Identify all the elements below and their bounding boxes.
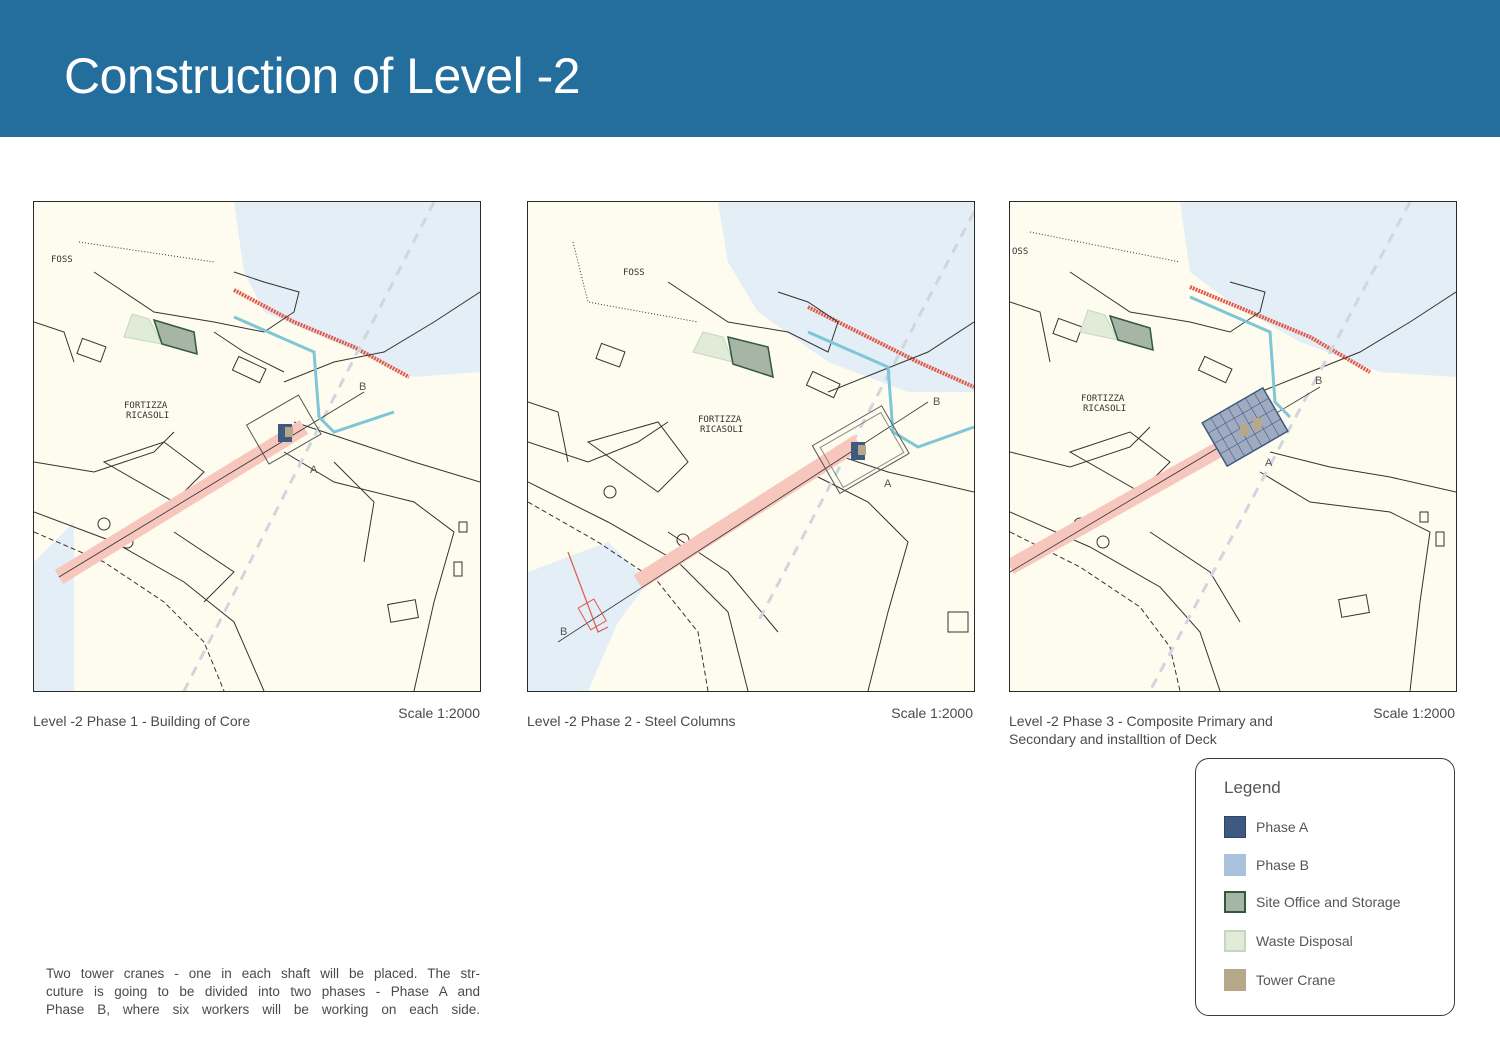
legend-box: Legend Phase A Phase B Site Office and S… [1195,758,1455,1016]
waste-disposal-swatch [1224,930,1246,952]
site-office-swatch [1224,891,1246,913]
section-a-label: A [310,464,318,476]
legend-label: Phase A [1256,819,1309,835]
description-note: Two tower cranes - one in each shaft wil… [46,965,480,1019]
caption-phase-2: Level -2 Phase 2 - Steel Columns [527,713,736,729]
legend-title: Legend [1224,778,1281,797]
page-title: Construction of Level -2 [64,48,581,104]
map-panel-phase-3: OSS FORTIZZA RICASOLI A B [1009,201,1457,692]
legend-label: Site Office and Storage [1256,894,1401,910]
phase-b-swatch [1224,854,1246,876]
section-b-label: B [359,381,366,393]
section-b-label-south: B [560,626,567,638]
map-panel-phase-1: FOSS FORTIZZA RICASOLI A B [33,201,481,692]
map-panel-phase-2: FOSS FORTIZZA RICASOLI A B B [527,201,975,692]
caption-phase-3: Level -2 Phase 3 - Composite Primary and… [1009,713,1273,747]
caption-phase-1: Level -2 Phase 1 - Building of Core [33,713,251,729]
ricasoli-label: RICASOLI [700,425,743,435]
ricasoli-label: RICASOLI [126,411,169,421]
legend-label: Phase B [1256,857,1309,873]
header-banner: Construction of Level -2 [0,0,1500,137]
scale-phase-3: Scale 1:2000 [1373,705,1455,721]
note-line: cuture is going to be divided into two p… [46,984,480,999]
phase-a-swatch [1224,816,1246,838]
fortizza-label: FORTIZZA [698,415,742,425]
note-line: Two tower cranes - one in each shaft wil… [46,966,480,981]
section-b-label: B [1315,375,1322,387]
note-line: Phase B, where six workers will be worki… [46,1002,480,1017]
scale-phase-1: Scale 1:2000 [398,705,480,721]
fortizza-label: FORTIZZA [1081,394,1125,404]
scale-phase-2: Scale 1:2000 [891,705,973,721]
section-a-label: A [884,478,892,490]
foss-label: FOSS [51,255,73,265]
foss-label: OSS [1012,247,1028,257]
fortizza-label: FORTIZZA [124,401,168,411]
tower-crane-swatch [1224,969,1246,991]
foss-label: FOSS [623,268,645,278]
legend-label: Tower Crane [1256,972,1336,988]
legend-label: Waste Disposal [1256,933,1353,949]
section-b-label: B [933,396,940,408]
ricasoli-label: RICASOLI [1083,404,1126,414]
section-a-label: A [1265,457,1273,469]
